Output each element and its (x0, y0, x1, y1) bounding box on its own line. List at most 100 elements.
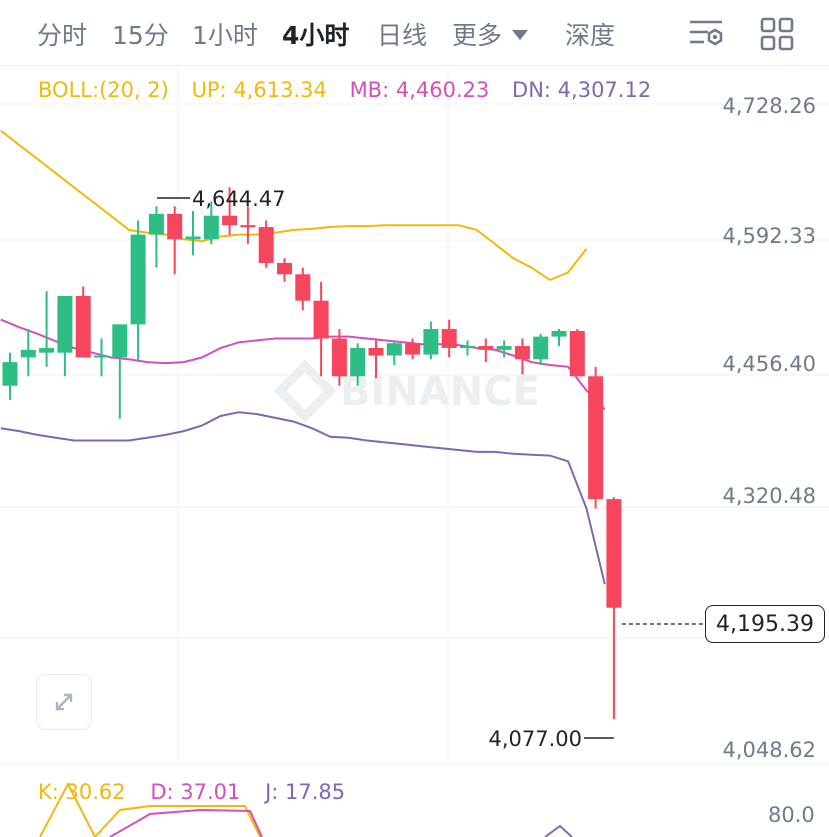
candle-body (405, 343, 421, 355)
grid-layout-icon[interactable] (757, 14, 797, 54)
candle-body (496, 346, 512, 350)
candle-body (368, 347, 384, 356)
y-axis-tick-label: 4,048.62 (722, 738, 816, 762)
candle-body (514, 346, 530, 360)
candle (203, 201, 219, 245)
y-axis-labels: 4,728.26 4,592.33 4,456.40 4,320.48 4,048.62 (722, 94, 816, 762)
candle (588, 366, 604, 509)
tab-more[interactable]: 更多 (452, 16, 529, 52)
kdj-j-value: J: 17.85 (265, 780, 346, 804)
candle-body (20, 349, 36, 358)
candle-body (295, 274, 311, 301)
boll-dn-line (0, 411, 606, 585)
candle-body (350, 347, 366, 377)
candle (75, 286, 91, 358)
candle (331, 329, 347, 386)
timeframe-tabs: 分时 15分 1小时 4小时 日线 更多 深度 (0, 0, 829, 66)
y-axis-tick-label: 4,320.48 (722, 484, 816, 508)
candle (313, 281, 329, 377)
candle (569, 329, 585, 377)
tab-15m[interactable]: 15分 (112, 21, 169, 50)
candle (514, 338, 530, 375)
candle (112, 324, 128, 419)
candle-body (277, 262, 292, 275)
candle (39, 291, 55, 367)
boll-up-line (0, 129, 588, 282)
candle-body (203, 215, 219, 240)
candle (441, 319, 457, 358)
candle (167, 206, 183, 275)
last-price-tag[interactable]: 4,195.39 (705, 605, 825, 643)
kdj-axis-label: 80.0 (768, 803, 815, 827)
candle-body (148, 213, 164, 235)
kdj-legend: K: 30.62 D: 37.01 J: 17.85 (38, 780, 363, 804)
candle (606, 497, 622, 720)
tab-1h[interactable]: 1小时 (192, 21, 258, 50)
candle (222, 187, 238, 235)
candle (386, 340, 402, 365)
watermark-text: BINANCE (340, 369, 540, 415)
candle (130, 220, 146, 363)
y-axis-tick-label: 4,592.33 (722, 224, 816, 248)
candle-body (551, 330, 567, 337)
candle-body (94, 355, 109, 358)
chart-settings-icon[interactable] (686, 14, 726, 54)
chart-gridlines (0, 66, 829, 765)
kdj-d-value: D: 37.01 (150, 780, 241, 804)
candle (295, 267, 311, 311)
candle (57, 296, 73, 377)
candle (350, 343, 366, 386)
fullscreen-button[interactable] (36, 674, 92, 730)
candle-body (240, 225, 256, 228)
candle (148, 206, 164, 268)
candle-body (588, 376, 604, 500)
boll-dn-value: DN: 4,307.12 (512, 78, 652, 102)
candle-body (441, 329, 457, 348)
candle (533, 333, 549, 365)
candle-body (331, 338, 347, 377)
tab-timeline[interactable]: 分时 (37, 21, 88, 50)
candle-body (313, 300, 329, 339)
boll-params: BOLL:(20, 2) (38, 78, 169, 102)
candle (258, 220, 274, 268)
candle-body (460, 346, 475, 349)
candle-body (39, 347, 55, 353)
tab-daily[interactable]: 日线 (377, 21, 428, 50)
chevron-down-icon (512, 30, 529, 40)
high-price-label: 4,644.47 (192, 187, 286, 211)
candle-body (2, 362, 18, 386)
boll-legend: BOLL:(20, 2) UP: 4,613.34 MB: 4,460.23 D… (38, 78, 667, 102)
candle-body (130, 234, 146, 325)
candle (94, 338, 109, 377)
tab-depth[interactable]: 深度 (565, 21, 616, 50)
candle-body (258, 227, 274, 263)
candle-body (57, 296, 73, 353)
kdj-d-line (109, 808, 263, 837)
price-annotations: 4,644.47 4,077.00 (157, 187, 705, 751)
expand-icon (55, 693, 73, 711)
tab-4h[interactable]: 4小时 (282, 21, 350, 50)
candle-body (167, 213, 183, 240)
candle (551, 329, 567, 347)
binance-watermark: BINANCE (273, 359, 540, 423)
candle-body (533, 336, 549, 360)
candle-body (222, 215, 238, 226)
candle (185, 210, 201, 256)
kdj-j-line (544, 824, 573, 837)
candle (240, 206, 256, 245)
candle (368, 340, 384, 379)
boll-lines (0, 129, 606, 585)
watermark-logo (273, 359, 337, 423)
candles (2, 187, 622, 720)
candle (20, 329, 36, 377)
boll-mb-value: MB: 4,460.23 (349, 78, 490, 102)
candle (478, 338, 494, 363)
candle-body (478, 346, 494, 350)
kdj-k-value: K: 30.62 (38, 780, 126, 804)
candle (423, 321, 439, 360)
candle-body (423, 329, 439, 355)
low-price-label: 4,077.00 (488, 727, 582, 751)
candle (496, 340, 512, 358)
y-axis-tick-label: 4,728.26 (722, 94, 816, 118)
